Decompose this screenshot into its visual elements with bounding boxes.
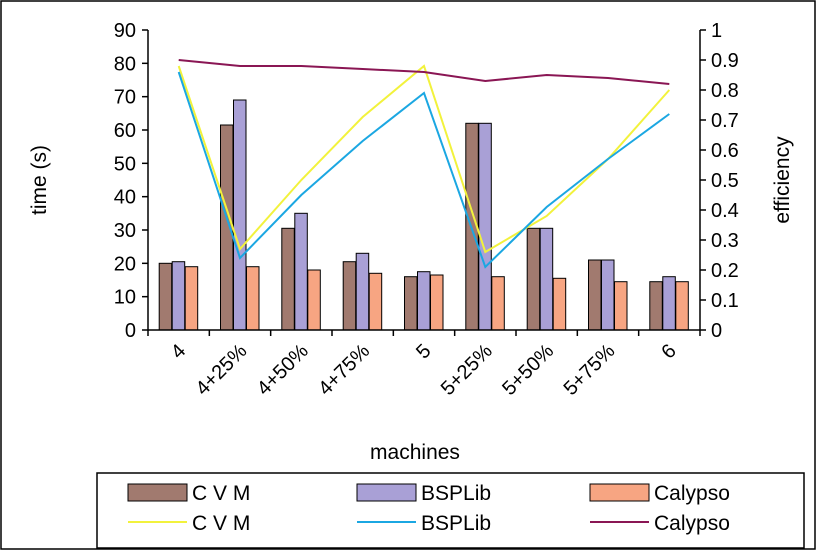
- legend-label-2: Calypso: [654, 482, 730, 505]
- bars-layer: [158, 99, 689, 331]
- y-tick-label-6: 60: [114, 120, 136, 142]
- bar-2-2: [307, 269, 321, 331]
- bar-0-7: [588, 259, 602, 331]
- y2-tick-label-7: 0.7: [711, 110, 739, 132]
- y-tick-label-4: 40: [114, 187, 136, 209]
- line-series-0: [177, 64, 671, 254]
- line-series-1: [177, 71, 670, 269]
- legend-label-3: C V M: [192, 512, 250, 535]
- bar-1-7: [601, 259, 615, 331]
- y2-tick-label-0: 0: [711, 320, 722, 342]
- bar-2-5: [491, 276, 505, 331]
- bar-2-7: [614, 281, 628, 331]
- bar-1-6: [539, 227, 554, 331]
- y2-tick-label-6: 0.6: [711, 140, 739, 162]
- bar-1-3: [355, 252, 370, 331]
- legend-box: [96, 472, 805, 549]
- y2-tick-label-5: 0.5: [711, 170, 739, 192]
- bar-2-0: [184, 266, 199, 331]
- y-axis-title: time (s): [28, 145, 51, 215]
- bar-1-4: [417, 271, 431, 331]
- legend-label-0: C V M: [192, 482, 250, 505]
- line-series-2: [178, 59, 670, 85]
- y-tick-label-9: 90: [114, 20, 136, 42]
- y-tick-label-7: 70: [114, 87, 136, 109]
- bar-0-1: [220, 124, 234, 331]
- legend-label-5: Calypso: [654, 512, 730, 535]
- y2-tick-label-10: 1: [711, 20, 722, 42]
- bar-0-0: [158, 262, 173, 331]
- y2-tick-label-1: 0.1: [711, 290, 739, 312]
- y-tick-label-3: 30: [114, 220, 136, 242]
- bar-0-3: [342, 261, 357, 331]
- bar-1-8: [662, 276, 676, 331]
- lines-layer: [177, 59, 671, 269]
- y2-tick-label-3: 0.3: [711, 230, 739, 252]
- legend: C V M BSPLib Calypso C V M BSPLib Calypso: [96, 472, 805, 549]
- bar-0-4: [404, 276, 418, 331]
- bar-1-0: [171, 261, 186, 331]
- bar-0-2: [281, 227, 295, 331]
- y-tick-label-0: 0: [125, 320, 136, 342]
- y-tick-label-8: 80: [114, 53, 136, 75]
- y2-tick-label-8: 0.8: [711, 80, 739, 102]
- bar-0-6: [526, 227, 541, 331]
- legend-swatch-2: [589, 483, 650, 502]
- bar-0-8: [649, 281, 663, 331]
- bar-1-5: [478, 122, 492, 331]
- legend-label-1: BSPLib: [421, 482, 491, 505]
- y-tick-label-2: 20: [114, 253, 136, 275]
- y-tick-label-5: 50: [114, 153, 136, 175]
- bar-1-2: [294, 212, 308, 331]
- bar-2-1: [246, 266, 260, 331]
- y2-tick-label-4: 0.4: [711, 200, 739, 222]
- legend-swatch-1: [356, 483, 417, 502]
- y2-tick-label-9: 0.9: [711, 50, 739, 72]
- legend-swatch-0: [127, 483, 188, 502]
- bar-2-6: [552, 277, 567, 331]
- y2-axis-title: efficiency: [771, 136, 794, 224]
- bar-2-8: [675, 281, 689, 331]
- x-axis-title: machines: [370, 441, 460, 464]
- bar-2-3: [368, 272, 383, 331]
- legend-label-4: BSPLib: [421, 512, 491, 535]
- y-tick-label-1: 10: [114, 287, 136, 309]
- bar-2-4: [430, 274, 444, 331]
- bar-1-1: [233, 99, 247, 331]
- y2-tick-label-2: 0.2: [711, 260, 739, 282]
